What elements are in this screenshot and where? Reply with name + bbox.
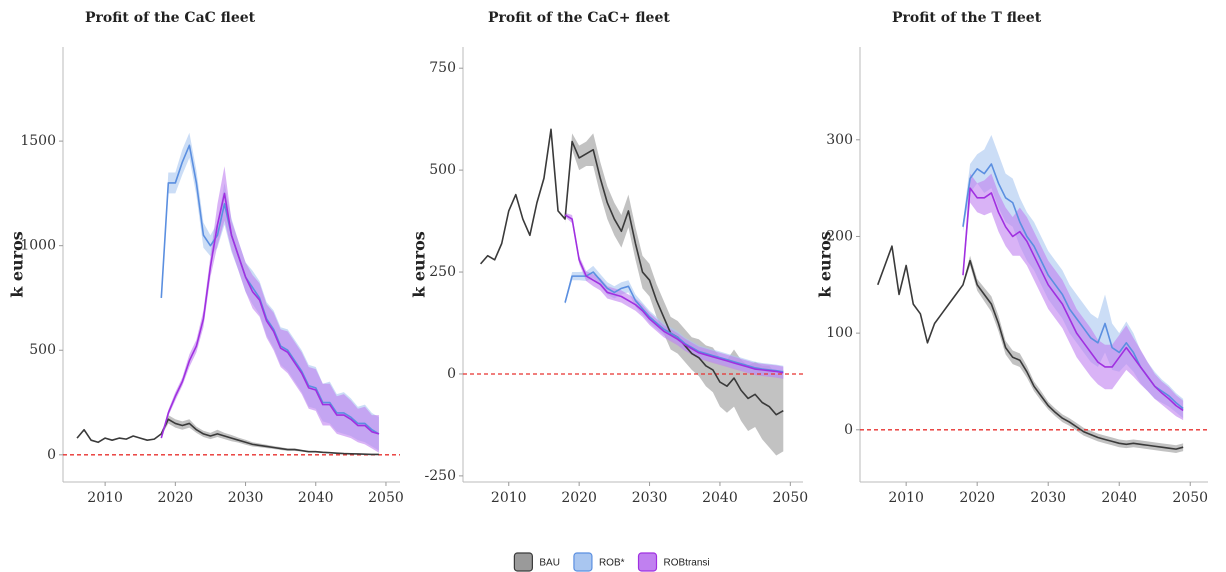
y-axis-label: k euros bbox=[410, 231, 429, 298]
y-tick-label: 1000 bbox=[20, 238, 56, 254]
legend-swatch bbox=[637, 552, 658, 572]
x-tick-label: 2010 bbox=[888, 490, 924, 506]
y-tick-label: 250 bbox=[429, 264, 456, 280]
x-tick-label: 2030 bbox=[632, 490, 668, 506]
confidence-band bbox=[565, 212, 784, 379]
series-line bbox=[160, 144, 380, 435]
confidence-band bbox=[962, 255, 1184, 453]
x-tick-label: 2040 bbox=[702, 490, 738, 506]
chart-title: Profit of the CaC fleet bbox=[85, 10, 256, 26]
confidence-band bbox=[962, 173, 1184, 421]
legend-swatch bbox=[573, 552, 593, 572]
x-tick-label: 2050 bbox=[368, 490, 404, 506]
legend-label: ROBtransi bbox=[664, 558, 710, 569]
y-tick-label: 200 bbox=[826, 228, 853, 244]
y-tick-label: 750 bbox=[429, 60, 456, 76]
confidence-band bbox=[161, 166, 379, 453]
x-tick-label: 2030 bbox=[1030, 490, 1066, 506]
x-tick-label: 2050 bbox=[773, 490, 809, 506]
series-line bbox=[160, 192, 380, 439]
y-tick-label: 300 bbox=[826, 132, 853, 148]
x-tick-label: 2020 bbox=[158, 490, 194, 506]
y-tick-label: 500 bbox=[29, 342, 56, 358]
legend-label: BAU bbox=[539, 558, 560, 569]
panel: Profit of the CaC+ fleet k euros -250 0 250 5… bbox=[410, 10, 809, 506]
series-line bbox=[564, 271, 784, 373]
x-tick-label: 2040 bbox=[1101, 490, 1137, 506]
y-axis-label: k euros bbox=[816, 231, 835, 298]
x-tick-label: 2010 bbox=[491, 490, 527, 506]
y-tick-label: 0 bbox=[447, 366, 456, 382]
x-tick-label: 2050 bbox=[1172, 490, 1208, 506]
y-tick-label: 500 bbox=[429, 162, 456, 178]
series-line bbox=[877, 245, 1184, 450]
y-tick-label: 1500 bbox=[20, 133, 56, 149]
y-tick-label: 0 bbox=[844, 422, 853, 438]
legend: BAU ROB* ROBtransi bbox=[513, 552, 710, 572]
x-tick-label: 2030 bbox=[228, 490, 264, 506]
panel: Profit of the CaC fleet k euros 0 500 1000 15… bbox=[8, 10, 404, 506]
y-tick-label: 100 bbox=[826, 325, 853, 341]
series-line bbox=[962, 187, 1184, 412]
x-tick-label: 2020 bbox=[959, 490, 995, 506]
legend-label: ROB* bbox=[599, 558, 625, 569]
chart-title: Profit of the T fleet bbox=[892, 10, 1042, 26]
series-line bbox=[479, 128, 784, 416]
series-line bbox=[76, 418, 379, 456]
confidence-band bbox=[565, 133, 784, 456]
x-tick-label: 2020 bbox=[561, 490, 597, 506]
chart-title: Profit of the CaC+ fleet bbox=[488, 10, 670, 26]
legend-swatch bbox=[513, 552, 533, 572]
panel: Profit of the T fleet k euros 0 100 200 300 20… bbox=[816, 10, 1209, 506]
y-axis-label: k euros bbox=[8, 231, 27, 298]
y-tick-label: 0 bbox=[47, 447, 56, 463]
series-line bbox=[564, 214, 784, 374]
x-tick-label: 2040 bbox=[298, 490, 334, 506]
y-tick-label: -250 bbox=[425, 468, 456, 484]
x-tick-label: 2010 bbox=[87, 490, 123, 506]
